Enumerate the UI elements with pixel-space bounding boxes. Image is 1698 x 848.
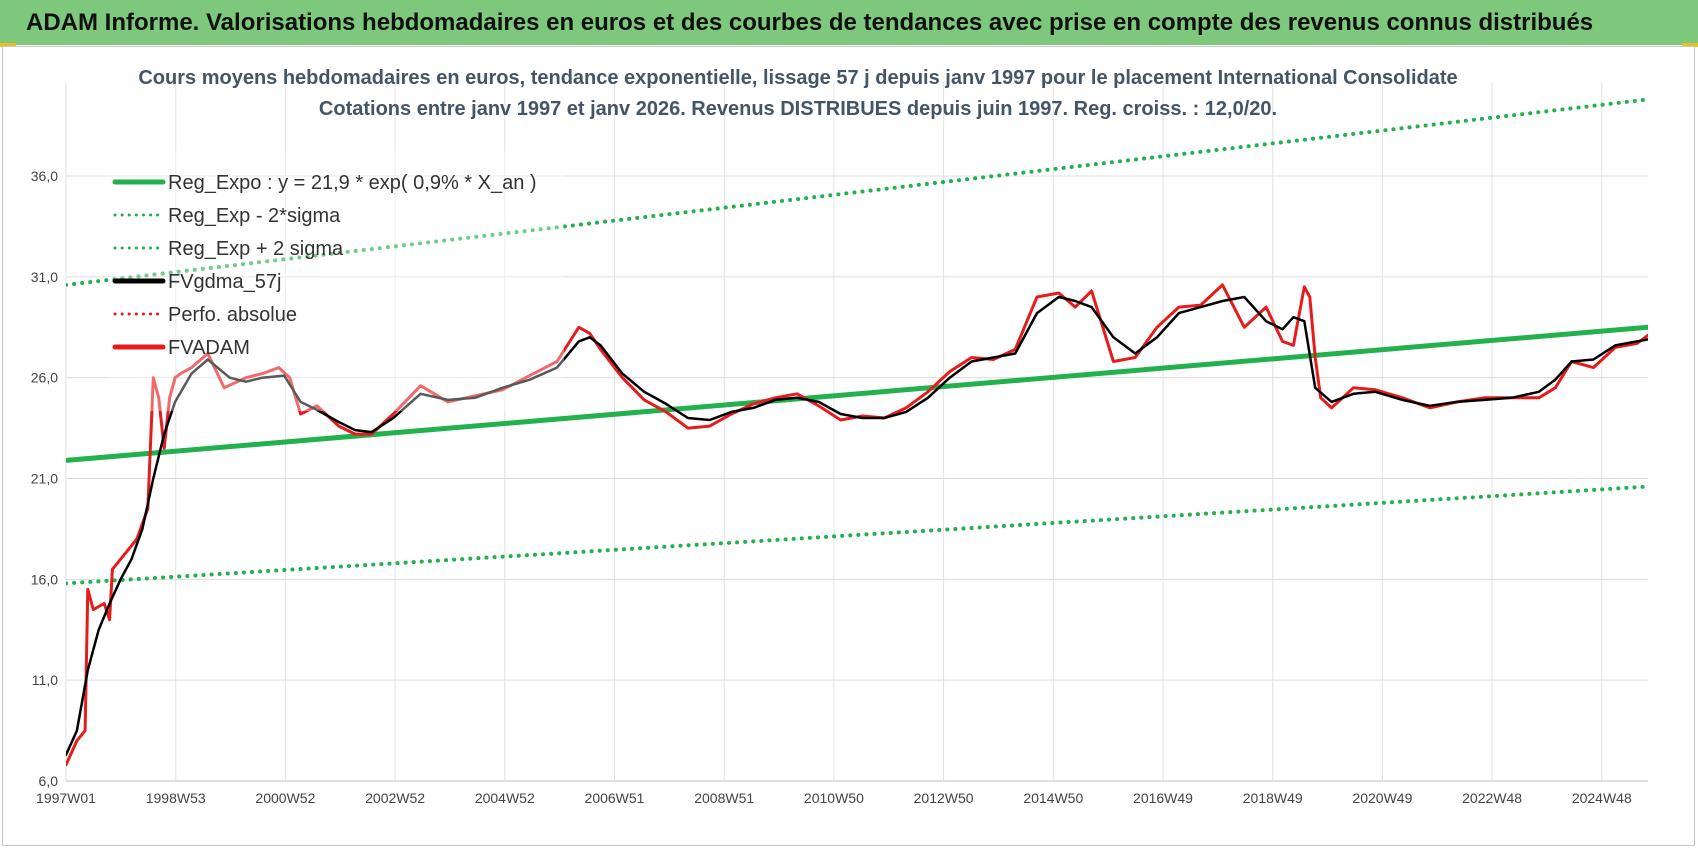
legend: Reg_Expo : y = 21,9 * exp( 0,9% * X_an )… [112,172,537,359]
y-tick-label: 26,0 [31,370,58,386]
chart-title: Cours moyens hebdomadaires en euros, ten… [138,67,1457,89]
x-tick-label: 2024W48 [1572,790,1632,806]
series-line-2 [66,97,1648,287]
legend-label: Perfo. absolue [168,304,297,326]
x-tick-label: 2012W50 [914,790,974,806]
series-line-3 [66,295,1648,757]
x-tick-label: 2002W52 [365,790,425,806]
series-line-0 [66,324,1648,463]
x-tick-label: 2010W50 [804,790,864,806]
legend-label: FVADAM [168,337,250,359]
y-tick-label: 11,0 [32,672,58,688]
y-tick-label: 16,0 [31,571,58,587]
x-tick-label: 2022W48 [1462,790,1522,806]
x-axis-ticks: 1997W01 1998W53 2000W52 2002W52 2004W52 2006W… [36,790,1632,806]
legend-label: Reg_Exp + 2 sigma [168,238,344,260]
x-tick-label: 2004W52 [475,790,535,806]
series-line-1 [66,484,1648,586]
chart-frame: 6,0 11,0 16,0 21,0 26,0 31,0 36,0 1997W01 1998W… [2,46,1695,846]
y-tick-label: 36,0 [31,168,58,184]
report-title-banner: ADAM Informe. Valorisations hebdomadaire… [0,0,1698,45]
legend-label: Reg_Expo : y = 21,9 * exp( 0,9% * X_an ) [168,172,537,194]
x-tick-label: 2008W51 [694,790,754,806]
series-group [66,97,1648,767]
legend-label: FVgdma_57j [168,271,281,293]
x-tick-label: 1997W01 [36,790,96,806]
banner-corner-left [0,43,16,47]
x-tick-label: 2018W49 [1243,790,1303,806]
x-tick-label: 2014W50 [1023,790,1083,806]
y-tick-label: 21,0 [31,471,58,487]
chart-subtitle: Cotations entre janv 1997 et janv 2026. … [319,98,1277,120]
line-chart: 6,0 11,0 16,0 21,0 26,0 31,0 36,0 1997W01 1998W… [31,67,1648,806]
legend-label: Reg_Exp - 2*sigma [168,205,341,227]
x-tick-label: 1998W53 [146,790,206,806]
y-axis-ticks: 6,0 11,0 16,0 21,0 26,0 31,0 36,0 [31,168,58,789]
x-tick-label: 2000W52 [255,790,315,806]
y-tick-label: 31,0 [31,269,58,285]
gridlines [65,82,1648,782]
y-tick-label: 6,0 [39,773,59,789]
x-tick-label: 2020W49 [1352,790,1412,806]
series-line-5 [66,283,1648,767]
banner-corner-right [1682,43,1698,47]
x-tick-label: 2006W51 [585,790,645,806]
x-tick-label: 2016W49 [1133,790,1193,806]
legend-backdrop [109,151,564,411]
